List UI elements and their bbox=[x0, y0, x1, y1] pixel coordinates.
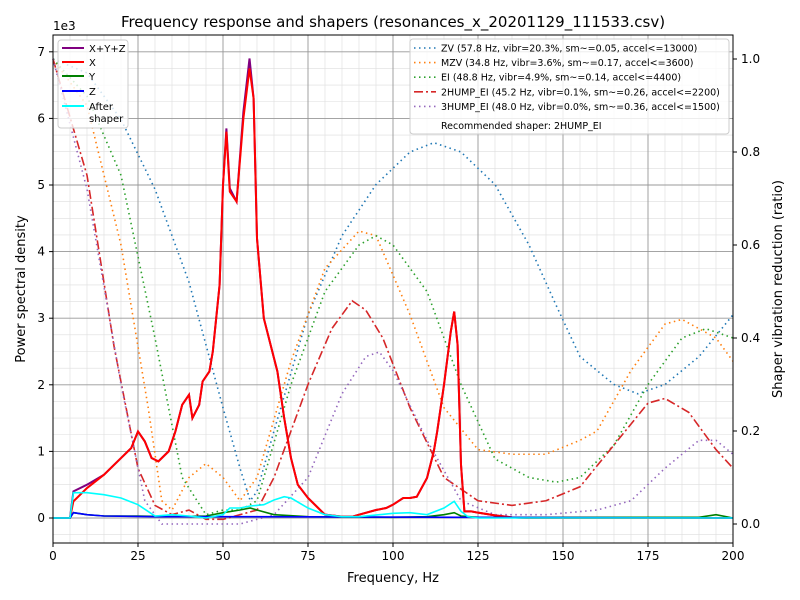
shaper-line-zv bbox=[52, 58, 734, 503]
y-tick-label: 7 bbox=[37, 45, 45, 59]
grid bbox=[52, 34, 734, 543]
legend-box bbox=[409, 38, 730, 135]
psd-line-4 bbox=[53, 491, 733, 519]
x-tick-label: 200 bbox=[722, 549, 745, 563]
x-tick-label: 175 bbox=[637, 549, 660, 563]
ticks: 0 25 50 75 100 125 150 175 200 0 1 2 3 4 5 6 7 0.0 0.2 0.4 0… bbox=[37, 45, 760, 563]
x-tick-label: 0 bbox=[49, 549, 57, 563]
y-right-tick-label: 0.6 bbox=[741, 238, 760, 252]
y-right-tick-label: 0.8 bbox=[741, 145, 760, 159]
legend-label: After bbox=[89, 102, 114, 113]
legend-label: 3HUMP_EI (48.0 Hz, vibr=0.0%, sm~=0.36, … bbox=[441, 102, 720, 113]
psd-line-3 bbox=[53, 511, 734, 519]
legend-label: 2HUMP_EI (45.2 Hz, vibr=0.1%, sm~=0.26, … bbox=[441, 87, 720, 98]
recommended-shaper-label: Recommended shaper: 2HUMP_EI bbox=[441, 121, 602, 132]
shaper-line-mzv bbox=[52, 58, 734, 512]
x-tick-label: 125 bbox=[467, 549, 490, 563]
series-lines bbox=[52, 58, 734, 525]
psd-line-1 bbox=[53, 68, 733, 519]
y-right-tick-label: 0.0 bbox=[741, 517, 760, 531]
y-tick-label: 3 bbox=[37, 311, 45, 325]
legend-label: shaper bbox=[89, 114, 124, 125]
chart-title: Frequency response and shapers (resonanc… bbox=[121, 13, 665, 32]
legend-label: EI (48.8 Hz, vibr=4.9%, sm~=0.14, accel<… bbox=[441, 73, 681, 84]
y-offset-label: 1e3 bbox=[53, 19, 76, 33]
legend-shapers: ZV (57.8 Hz, vibr=20.3%, sm~=0.05, accel… bbox=[409, 38, 730, 135]
y-tick-label: 0 bbox=[37, 511, 45, 525]
shaper-line-ei bbox=[52, 58, 734, 516]
y-tick-label: 6 bbox=[37, 111, 45, 125]
y-right-tick-label: 0.2 bbox=[741, 424, 760, 438]
x-tick-label: 25 bbox=[130, 549, 145, 563]
y-right-tick-label: 0.4 bbox=[741, 331, 760, 345]
legend-label: Y bbox=[88, 72, 96, 83]
x-tick-label: 50 bbox=[215, 549, 230, 563]
y-tick-label: 2 bbox=[37, 378, 45, 392]
y-tick-label: 1 bbox=[37, 444, 45, 458]
legend-label: X+Y+Z bbox=[89, 44, 126, 55]
legend-label: Z bbox=[89, 87, 96, 98]
y-right-tick-label: 1.0 bbox=[741, 52, 760, 66]
x-tick-label: 75 bbox=[300, 549, 315, 563]
x-axis-label: Frequency, Hz bbox=[347, 571, 439, 586]
legend-label: X bbox=[89, 58, 96, 69]
x-tick-label: 150 bbox=[552, 549, 575, 563]
legend-label: MZV (34.8 Hz, vibr=3.6%, sm~=0.17, accel… bbox=[441, 58, 693, 69]
y-tick-label: 4 bbox=[37, 245, 45, 259]
y-tick-label: 5 bbox=[37, 178, 45, 192]
x-tick-label: 100 bbox=[382, 549, 405, 563]
legend-label: ZV (57.8 Hz, vibr=20.3%, sm~=0.05, accel… bbox=[441, 44, 697, 55]
y-axis-right-label: Shaper vibration reduction (ratio) bbox=[771, 180, 786, 398]
shaper-line-2hump_ei bbox=[52, 58, 734, 521]
y-axis-label: Power spectral density bbox=[14, 215, 29, 363]
